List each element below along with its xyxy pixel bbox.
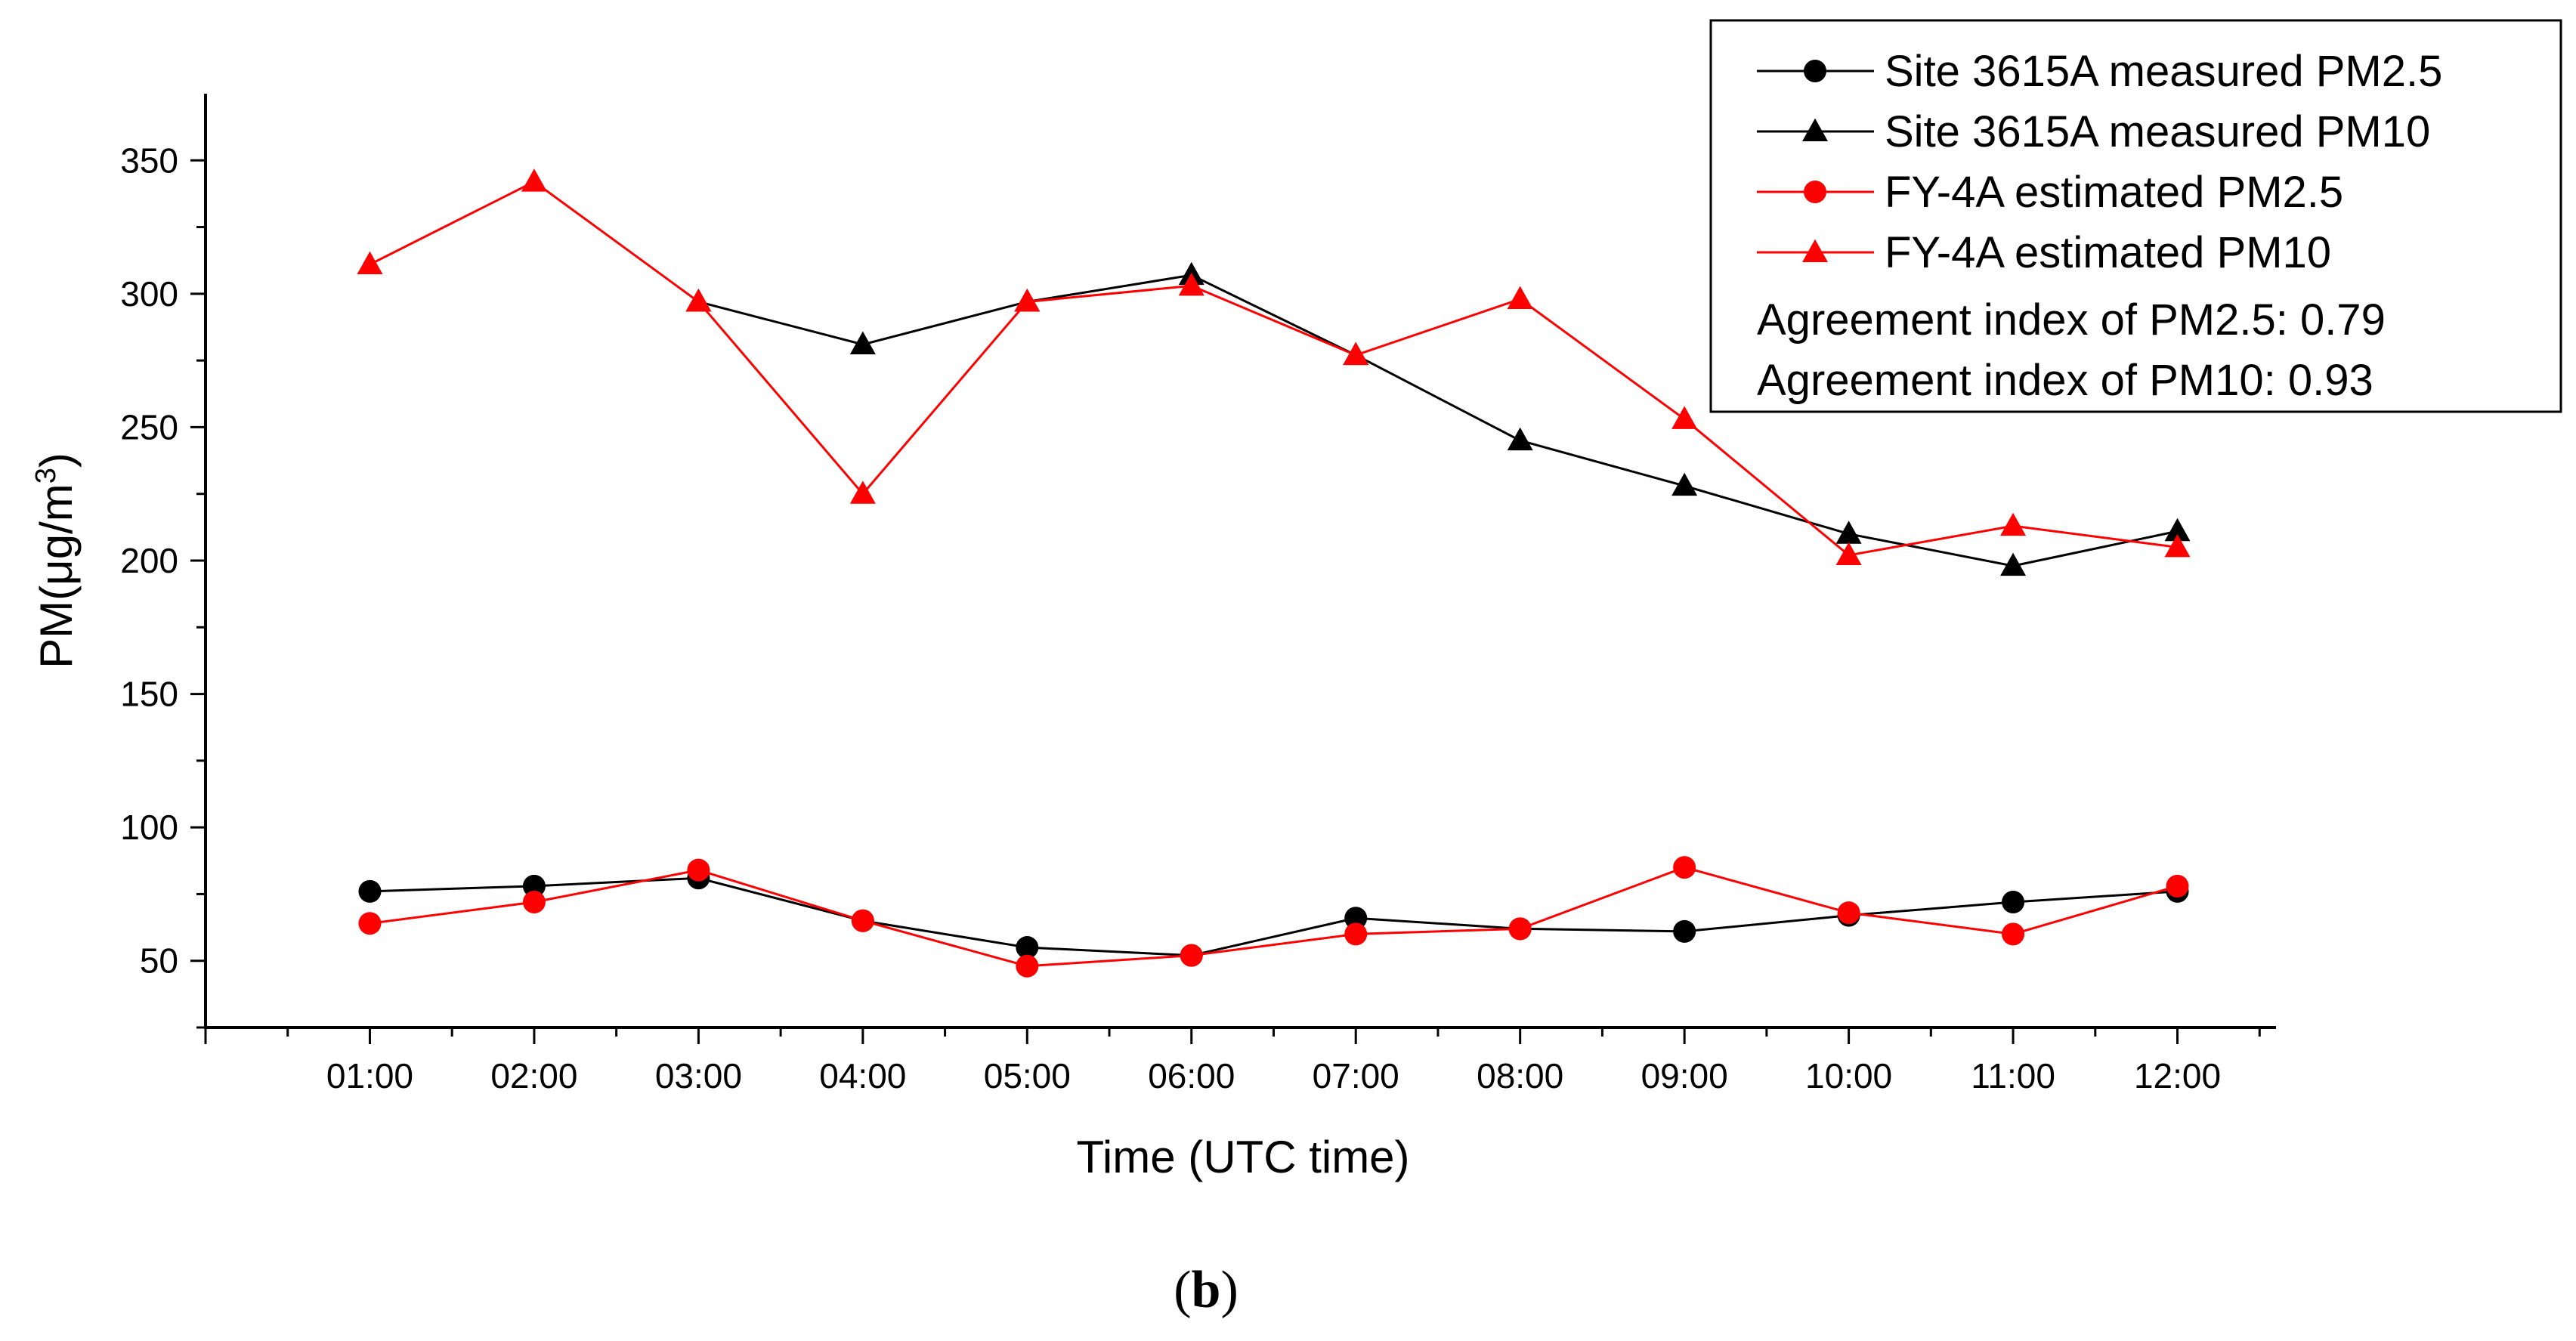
- y-axis-title-close: ): [31, 453, 82, 468]
- x-tick-label: 12:00: [2134, 1056, 2221, 1095]
- legend-marker: [1804, 60, 1826, 82]
- data-point: [1671, 472, 1698, 496]
- series-line: [369, 180, 2178, 557]
- data-point: [1835, 542, 1862, 565]
- legend-marker: [1804, 181, 1826, 203]
- caption-close-paren: ): [1220, 1261, 1238, 1319]
- y-tick-label: 100: [120, 808, 178, 847]
- series-layer: [357, 168, 2191, 978]
- y-tick-label: 350: [120, 141, 178, 180]
- y-axis-title-superscript: 3: [30, 468, 62, 484]
- legend-entry-fy-4a-estimated-pm2-5: FY-4A estimated PM2.5: [1757, 168, 2343, 217]
- data-point: [1507, 427, 1533, 451]
- data-point: [2002, 891, 2025, 914]
- data-point: [849, 331, 876, 355]
- caption-letter: b: [1192, 1261, 1221, 1319]
- data-point: [2166, 874, 2189, 898]
- legend: Site 3615A measured PM2.5 Site 3615A meas…: [1709, 19, 2562, 413]
- data-point: [685, 289, 712, 312]
- legend-box: [1709, 19, 2562, 413]
- data-point: [357, 251, 383, 275]
- legend-label: Site 3615A measured PM2.5: [1885, 47, 2442, 96]
- data-point: [1178, 272, 1205, 296]
- y-axis-title: PM(μg/m3): [30, 453, 82, 669]
- y-tick-label: 300: [120, 274, 178, 314]
- data-point: [849, 480, 876, 504]
- data-point: [1837, 901, 1860, 925]
- y-tick-label: 200: [120, 541, 178, 580]
- data-point: [1180, 944, 1203, 967]
- y-tick-label: 50: [140, 941, 178, 981]
- legend-marker: [1802, 118, 1828, 142]
- series-fy-4a-estimated-pm10: [357, 168, 2191, 565]
- y-axis-title-main: PM(μg/m: [31, 484, 82, 669]
- figure-caption: (b): [1174, 1261, 1239, 1319]
- data-point: [522, 874, 546, 898]
- agreement-index-pm10: Agreement index of PM10: 0.93: [1757, 356, 2373, 405]
- axes: 50 100 150 200 250 300 350 01:00 02:00 03:00 04:0…: [120, 94, 2276, 1095]
- y-tick-label: 150: [120, 675, 178, 714]
- series-line: [370, 866, 2178, 968]
- legend-marker: [1802, 239, 1828, 263]
- data-point: [2002, 922, 2025, 946]
- data-point: [1673, 856, 1696, 879]
- agreement-index-pm25: Agreement index of PM2.5: 0.79: [1757, 295, 2386, 345]
- legend-label: FY-4A estimated PM10: [1885, 228, 2331, 277]
- caption-open-paren: (: [1174, 1261, 1191, 1319]
- data-point: [2164, 533, 2191, 558]
- x-tick-label: 02:00: [490, 1056, 577, 1095]
- data-point: [1673, 919, 1696, 943]
- data-point: [1016, 936, 1039, 959]
- x-tick-label: 04:00: [819, 1056, 906, 1095]
- series-line: [370, 876, 2178, 957]
- data-point: [2000, 552, 2027, 576]
- data-point: [521, 168, 547, 192]
- x-tick-label: 01:00: [326, 1056, 413, 1095]
- data-point: [1344, 907, 1368, 930]
- x-tick-label: 07:00: [1313, 1056, 1399, 1095]
- data-point: [851, 909, 874, 932]
- data-point: [1016, 954, 1039, 978]
- data-point: [358, 912, 382, 935]
- legend-entry-site-3615a-measured-pm10: Site 3615A measured PM10: [1757, 107, 2430, 156]
- data-point: [687, 858, 710, 882]
- x-tick-label: 08:00: [1477, 1056, 1563, 1095]
- x-tick-label: 11:00: [1971, 1056, 2055, 1095]
- legend-entries: Site 3615A measured PM2.5 Site 3615A meas…: [1757, 47, 2442, 277]
- y-tick-label: 250: [120, 407, 178, 446]
- data-point: [1835, 521, 1862, 544]
- x-tick-label: 06:00: [1148, 1056, 1235, 1095]
- legend-entry-site-3615a-measured-pm2-5: Site 3615A measured PM2.5: [1757, 47, 2442, 96]
- data-point: [1508, 917, 1532, 941]
- data-point: [1344, 922, 1368, 946]
- data-point: [1507, 286, 1533, 309]
- data-point: [1014, 289, 1041, 312]
- data-point: [522, 891, 546, 914]
- y-ticks: 50 100 150 200 250 300 350: [120, 141, 206, 1029]
- series-line: [698, 273, 2178, 567]
- series-fy-4a-estimated-pm2-5: [358, 856, 2189, 978]
- x-tick-label: 03:00: [655, 1056, 742, 1095]
- data-point: [1343, 341, 1369, 366]
- legend-label: FY-4A estimated PM2.5: [1885, 168, 2343, 217]
- x-tick-label: 05:00: [984, 1056, 1071, 1095]
- x-axis-title: Time (UTC time): [1076, 1132, 1409, 1182]
- legend-label: Site 3615A measured PM10: [1885, 107, 2430, 156]
- x-tick-label: 09:00: [1641, 1056, 1728, 1095]
- x-ticks: 01:00 02:00 03:00 04:00 05:00 06:00 07:00 08:00…: [204, 1027, 2261, 1095]
- data-point: [2000, 512, 2027, 536]
- x-tick-label: 10:00: [1805, 1056, 1892, 1095]
- data-point: [1671, 406, 1698, 429]
- data-point: [358, 879, 382, 903]
- data-point: [2164, 518, 2191, 542]
- legend-entry-fy-4a-estimated-pm10: FY-4A estimated PM10: [1757, 228, 2331, 277]
